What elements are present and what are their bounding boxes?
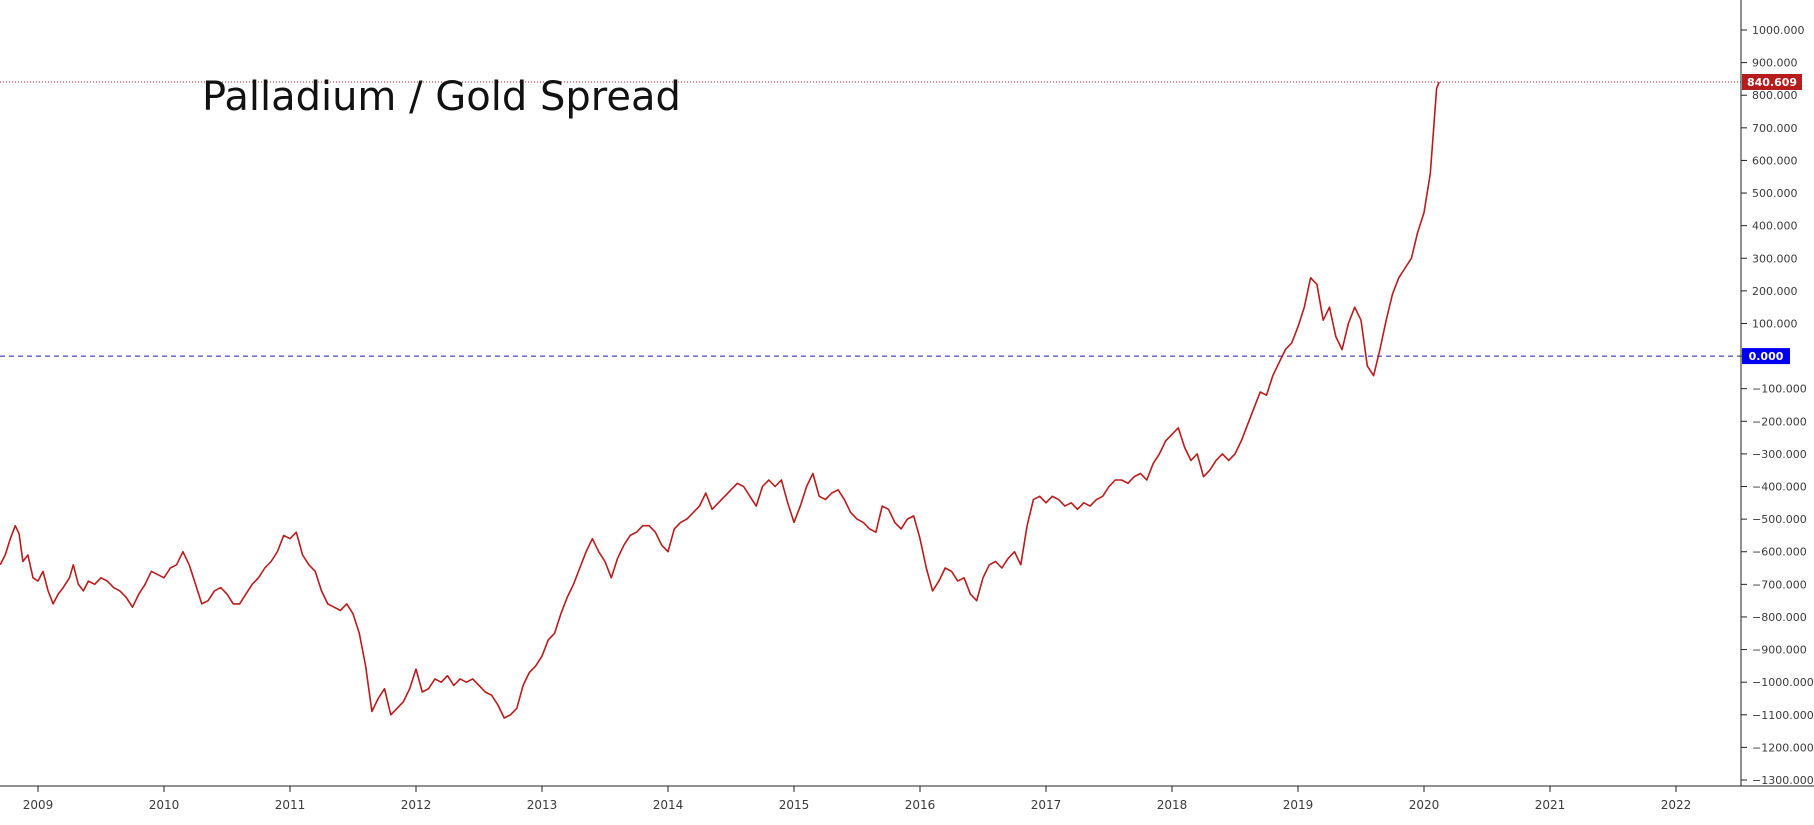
last-value-label: 840.609	[1747, 76, 1797, 89]
x-tick-label: 2015	[779, 798, 810, 812]
x-tick-label: 2022	[1661, 798, 1692, 812]
y-tick-label: −1100.000	[1752, 709, 1814, 722]
y-tick-label: 200.000	[1752, 285, 1798, 298]
y-tick-label: 400.000	[1752, 220, 1798, 233]
last-value-badge	[1742, 73, 1802, 90]
chart-title: Palladium / Gold Spread	[202, 74, 681, 120]
y-tick-label: 500.000	[1752, 187, 1798, 200]
y-tick-label: 100.000	[1752, 317, 1798, 330]
zero-value-badge	[1742, 348, 1790, 365]
spread-series-line	[0, 81, 1440, 719]
y-tick-label: −1300.000	[1752, 774, 1814, 787]
y-tick-label: 800.000	[1752, 89, 1798, 102]
x-tick-label: 2019	[1283, 798, 1314, 812]
x-tick-label: 2012	[401, 798, 432, 812]
x-tick-label: 2010	[149, 798, 180, 812]
y-tick-label: 900.000	[1752, 57, 1798, 70]
x-tick-label: 2016	[905, 798, 936, 812]
y-tick-label: −400.000	[1752, 481, 1807, 494]
y-tick-label: −500.000	[1752, 513, 1807, 526]
reference-lines	[0, 81, 1741, 357]
x-tick-label: 2017	[1031, 798, 1062, 812]
y-tick-label: −700.000	[1752, 578, 1807, 591]
price-labels: 840.609 0.000	[1742, 73, 1802, 365]
y-tick-label: −300.000	[1752, 448, 1807, 461]
y-tick-label: −900.000	[1752, 644, 1807, 657]
y-tick-label: 300.000	[1752, 252, 1798, 265]
x-tick-label: 2021	[1535, 798, 1566, 812]
y-tick-label: −800.000	[1752, 611, 1807, 624]
x-tick-label: 2014	[653, 798, 684, 812]
y-tick-label: −100.000	[1752, 383, 1807, 396]
y-tick-label: −200.000	[1752, 415, 1807, 428]
series-group	[0, 81, 1440, 719]
x-tick-label: 2013	[527, 798, 558, 812]
y-tick-label: −1200.000	[1752, 741, 1814, 754]
x-tick-label: 2009	[23, 798, 54, 812]
x-tick-label: 2018	[1157, 798, 1188, 812]
y-tick-label: −600.000	[1752, 546, 1807, 559]
y-tick-label: 700.000	[1752, 122, 1798, 135]
zero-value-label: 0.000	[1749, 350, 1784, 363]
y-axis-ticks: 1000.000 900.000 800.000 700.000 600.000 500.…	[1741, 24, 1814, 787]
x-tick-label: 2011	[275, 798, 306, 812]
x-tick-label: 2020	[1409, 798, 1440, 812]
y-tick-label: 1000.000	[1752, 24, 1805, 37]
x-axis-ticks: 2009 2010 2011 2012 2013 2014 2015 2016 2017 2018…	[23, 786, 1692, 812]
y-tick-label: 600.000	[1752, 154, 1798, 167]
y-tick-label: −1000.000	[1752, 676, 1814, 689]
